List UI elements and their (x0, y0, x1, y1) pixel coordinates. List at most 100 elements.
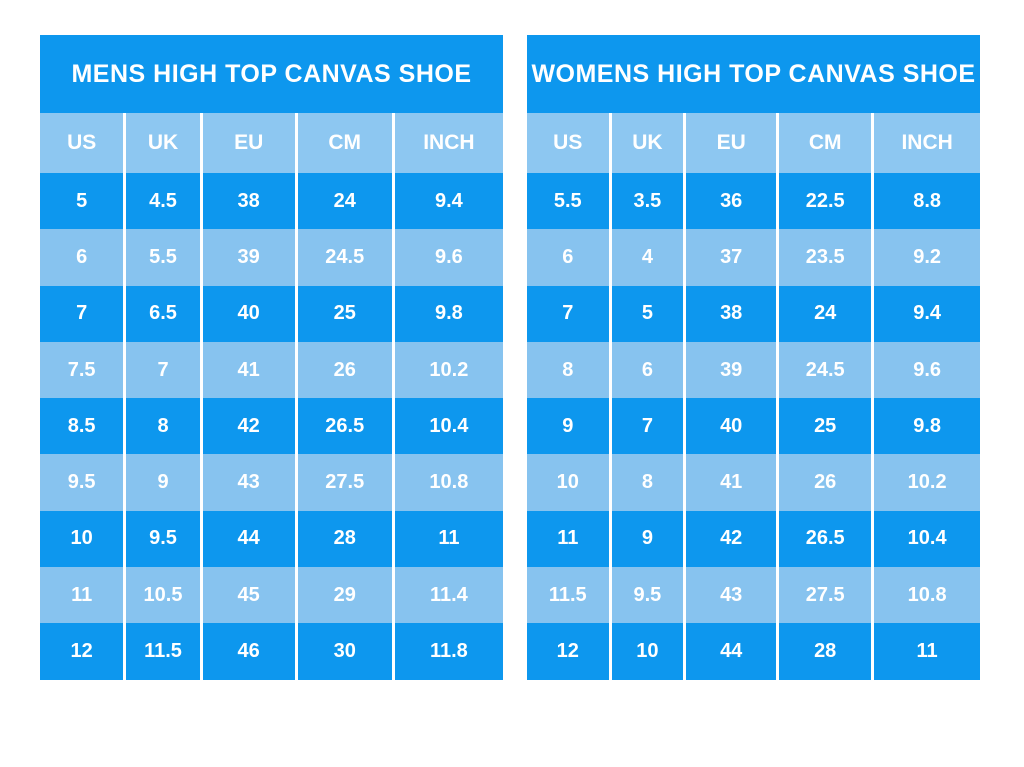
size-cell: 44 (199, 510, 295, 568)
size-cell: 24.5 (776, 341, 872, 399)
size-cell: 27.5 (776, 567, 872, 624)
table-row: 11 9 42 26.5 10.4 (527, 510, 980, 568)
size-cell: 11.5 (527, 567, 609, 624)
size-cell: 26 (294, 341, 392, 399)
column-header-cm: CM (776, 113, 872, 173)
size-cell: 42 (683, 510, 777, 568)
size-cell: 7.5 (40, 341, 124, 399)
size-cell: 10.8 (391, 454, 503, 511)
size-cell: 43 (683, 567, 777, 624)
size-cell: 9.4 (871, 285, 980, 342)
table-row: 8.5 8 42 26.5 10.4 (40, 398, 503, 455)
size-cell: 24 (294, 173, 392, 230)
size-cell: 26.5 (294, 398, 392, 455)
column-header-cm: CM (294, 113, 392, 173)
size-cell: 38 (683, 285, 777, 342)
size-cell: 25 (776, 398, 872, 455)
size-cell: 10.4 (871, 510, 980, 568)
size-cell: 5 (40, 173, 124, 230)
size-cell: 41 (199, 341, 295, 399)
table-row: 12 10 44 28 11 (527, 623, 980, 680)
size-cell: 9.5 (40, 454, 124, 511)
column-header-us: US (527, 113, 609, 173)
size-cell: 45 (199, 567, 295, 624)
size-cell: 39 (683, 341, 777, 399)
size-cell: 37 (683, 229, 777, 286)
table-row: 10 9.5 44 28 11 (40, 510, 503, 568)
size-cell: 3.5 (608, 173, 684, 230)
mens-size-table: MENS HIGH TOP CANVAS SHOE US UK EU CM INCH 5 4.… (40, 35, 503, 680)
size-cell: 24.5 (294, 229, 392, 286)
size-cell: 9.5 (123, 510, 200, 568)
size-cell: 28 (776, 623, 872, 680)
header-row: US UK EU CM INCH (40, 113, 503, 173)
header-row: US UK EU CM INCH (527, 113, 980, 173)
size-cell: 40 (683, 398, 777, 455)
size-cell: 28 (294, 510, 392, 568)
size-cell: 10 (527, 454, 609, 511)
column-header-us: US (40, 113, 124, 173)
size-cell: 43 (199, 454, 295, 511)
size-cell: 11.8 (391, 623, 503, 680)
table-row: 7 6.5 40 25 9.8 (40, 285, 503, 342)
size-cell: 25 (294, 285, 392, 342)
size-cell: 6.5 (123, 285, 200, 342)
table-row: 9 7 40 25 9.8 (527, 398, 980, 455)
size-cell: 24 (776, 285, 872, 342)
size-cell: 46 (199, 623, 295, 680)
size-cell: 11 (40, 567, 124, 624)
size-cell: 4.5 (123, 173, 200, 230)
size-cell: 4 (608, 229, 684, 286)
table-row: 7 5 38 24 9.4 (527, 285, 980, 342)
column-header-inch: INCH (871, 113, 980, 173)
size-cell: 6 (608, 341, 684, 399)
size-cell: 12 (40, 623, 124, 680)
size-cell: 9 (123, 454, 200, 511)
column-header-eu: EU (683, 113, 777, 173)
table-row: 10 8 41 26 10.2 (527, 454, 980, 511)
size-cell: 8 (608, 454, 684, 511)
table-row: 6 5.5 39 24.5 9.6 (40, 229, 503, 286)
size-cell: 11 (391, 510, 503, 568)
size-cell: 11.4 (391, 567, 503, 624)
table-row: 8 6 39 24.5 9.6 (527, 341, 980, 399)
size-cell: 9.4 (391, 173, 503, 230)
column-header-uk: UK (608, 113, 684, 173)
table-row: 11.5 9.5 43 27.5 10.8 (527, 567, 980, 624)
size-cell: 23.5 (776, 229, 872, 286)
column-header-eu: EU (199, 113, 295, 173)
size-cell: 42 (199, 398, 295, 455)
size-cell: 12 (527, 623, 609, 680)
table-row: 9.5 9 43 27.5 10.8 (40, 454, 503, 511)
size-cell: 39 (199, 229, 295, 286)
size-cell: 44 (683, 623, 777, 680)
size-cell: 10.8 (871, 567, 980, 624)
size-cell: 9.8 (391, 285, 503, 342)
size-cell: 9.8 (871, 398, 980, 455)
column-header-uk: UK (123, 113, 200, 173)
table-row: 11 10.5 45 29 11.4 (40, 567, 503, 624)
size-cell: 11.5 (123, 623, 200, 680)
size-cell: 26.5 (776, 510, 872, 568)
size-cell: 9 (527, 398, 609, 455)
size-cell: 11 (527, 510, 609, 568)
size-cell: 9.6 (391, 229, 503, 286)
size-cell: 26 (776, 454, 872, 511)
table-row: 7.5 7 41 26 10.2 (40, 341, 503, 399)
size-cell: 5.5 (123, 229, 200, 286)
column-header-inch: INCH (391, 113, 503, 173)
table-row: 5.5 3.5 36 22.5 8.8 (527, 173, 980, 230)
size-cell: 7 (527, 285, 609, 342)
table-row: 5 4.5 38 24 9.4 (40, 173, 503, 230)
size-cell: 9.6 (871, 341, 980, 399)
size-cell: 11 (871, 623, 980, 680)
size-cell: 5.5 (527, 173, 609, 230)
size-cell: 36 (683, 173, 777, 230)
size-cell: 9.5 (608, 567, 684, 624)
size-cell: 8 (123, 398, 200, 455)
size-cell: 6 (527, 229, 609, 286)
size-cell: 27.5 (294, 454, 392, 511)
table-row: 12 11.5 46 30 11.8 (40, 623, 503, 680)
size-cell: 22.5 (776, 173, 872, 230)
